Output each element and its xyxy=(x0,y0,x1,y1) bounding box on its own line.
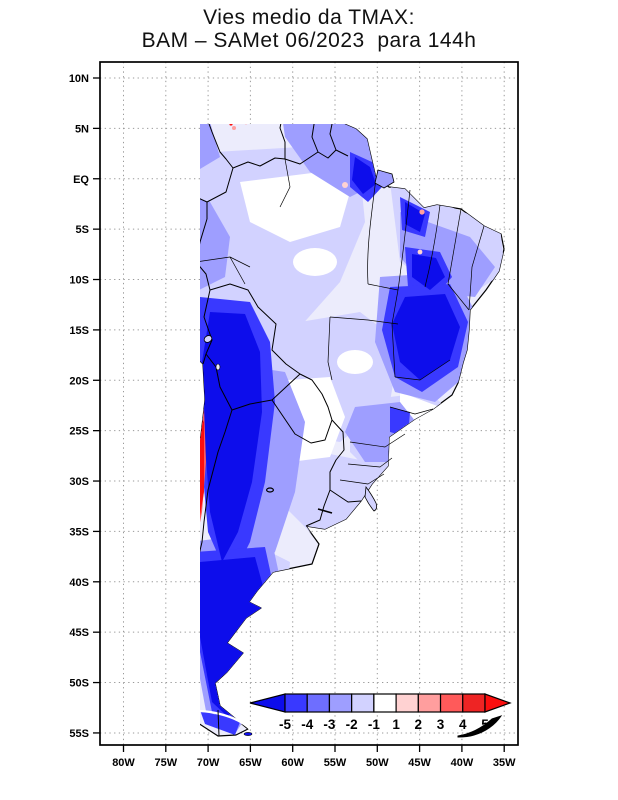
bias-map-plot: 10N5NEQ5S10S15S20S25S30S35S40S45S50S55S … xyxy=(0,0,618,800)
colorbar-tick-label: -4 xyxy=(301,717,313,732)
lat-tick-label: 55S xyxy=(69,728,89,740)
lon-tick-label: 50W xyxy=(366,757,389,769)
lat-tick-label: 30S xyxy=(69,476,89,488)
colorbar-tick-label: 5 xyxy=(481,717,489,732)
colorbar-segment xyxy=(329,694,351,712)
colorbar-segment xyxy=(418,694,440,712)
colorbar-segment xyxy=(307,694,329,712)
lat-tick-label: 5N xyxy=(75,123,89,135)
lat-tick-label: 5S xyxy=(76,224,89,236)
lat-tick-label: 10S xyxy=(69,275,89,287)
lon-tick-label: 40W xyxy=(451,757,474,769)
lon-tick-label: 60W xyxy=(281,757,304,769)
lon-tick-label: 45W xyxy=(408,757,431,769)
colorbar-tick-label: 2 xyxy=(415,717,423,732)
lon-tick-label: 70W xyxy=(197,757,220,769)
lat-tick-label: 25S xyxy=(69,426,89,438)
colorbar-segment xyxy=(374,694,396,712)
lat-tick-label: 10N xyxy=(69,73,89,85)
colorbar-tick-label: -5 xyxy=(279,717,291,732)
lon-tick-label: 65W xyxy=(239,757,262,769)
plot-title-line2: BAM – SAMet 06/2023 para 144h xyxy=(0,29,618,53)
lat-tick-label: 45S xyxy=(69,627,89,639)
colorbar-tick-label: 4 xyxy=(459,717,467,732)
lat-tick-label: 40S xyxy=(69,577,89,589)
colorbar-tick-label: 3 xyxy=(437,717,445,732)
lon-tick-label: 80W xyxy=(112,757,135,769)
lat-tick-label: 20S xyxy=(69,375,89,387)
colorbar-tick-label: -2 xyxy=(346,717,358,732)
colorbar-segment xyxy=(463,694,485,712)
colorbar-segment xyxy=(285,694,307,712)
lat-tick-label: EQ xyxy=(73,174,89,186)
colorbar-segment xyxy=(396,694,418,712)
lat-tick-label: 15S xyxy=(69,325,89,337)
lon-tick-label: 75W xyxy=(154,757,177,769)
tmax-bias-map-page: { "title": { "line1": "Vies medio da TMA… xyxy=(0,0,618,800)
lon-tick-label: 55W xyxy=(324,757,347,769)
colorbar-tick-label: -3 xyxy=(323,717,335,732)
colorbar-tick-label: 1 xyxy=(392,717,400,732)
lat-tick-label: 50S xyxy=(69,678,89,690)
lon-tick-label: 35W xyxy=(493,757,516,769)
lat-tick-label: 35S xyxy=(69,526,89,538)
colorbar-segment xyxy=(441,694,463,712)
lat-axis: 10N 5N EQ 5S 10S 15S 20S 25S 30S 35S 40S 45S 50S 55S xyxy=(69,73,100,740)
colorbar-segment xyxy=(352,694,374,712)
lon-axis: 80W 75W 70W 65W 60W 55W 50W 45W 40W 35W xyxy=(112,745,516,769)
plot-title-line1: Vies medio da TMAX: xyxy=(0,6,618,30)
colorbar-tick-label: -1 xyxy=(368,717,380,732)
